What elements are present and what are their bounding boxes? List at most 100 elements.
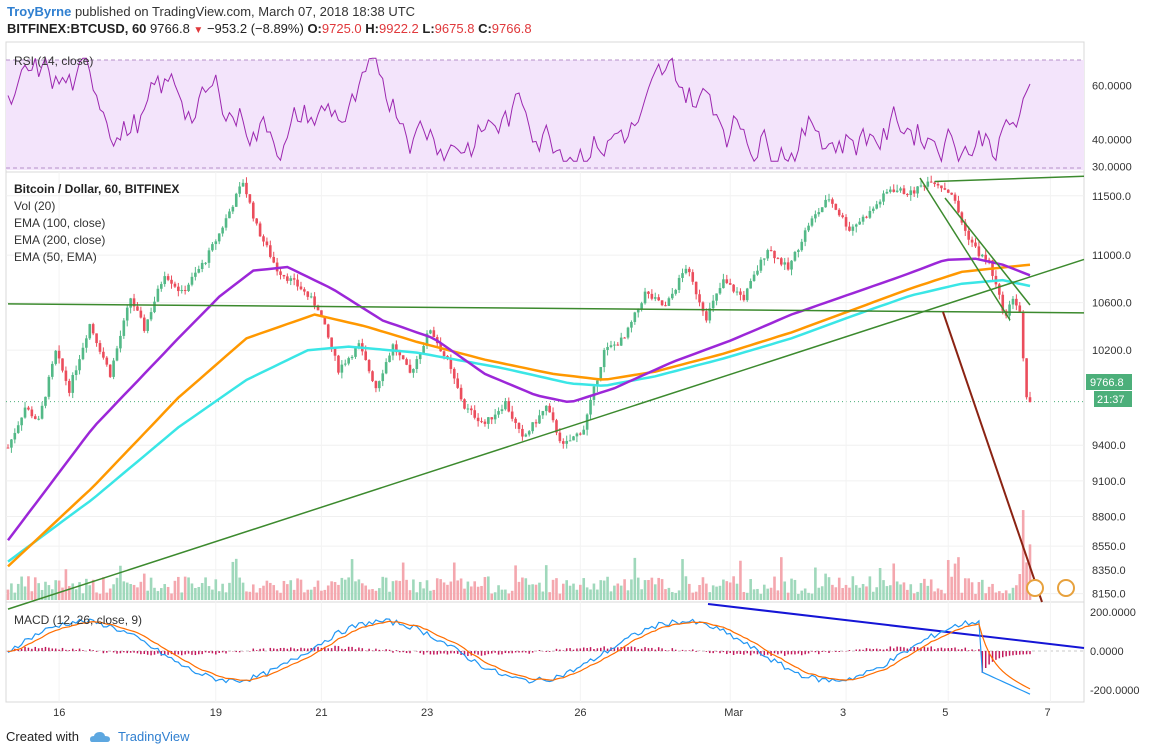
volume-bar [725,581,729,600]
volume-bar [449,581,453,600]
ema-line [7,263,1031,568]
candle-body [88,324,92,339]
volume-bar [306,589,310,600]
volume-bar [1028,544,1032,600]
price-tick-label: 9100.0 [1092,476,1126,488]
ema-line [7,257,1031,541]
time-tick-label: 19 [210,707,222,719]
volume-bar [487,576,490,600]
volume-bar [340,577,344,600]
volume-bar [429,590,432,600]
volume-bar [681,559,684,600]
candle-body [1025,358,1028,398]
candle-body [33,416,37,419]
volume-bar [558,593,562,600]
volume-bar [953,563,957,600]
ema-lines [7,257,1031,568]
candle-body [71,374,75,393]
volume-bar [85,578,88,600]
volume-bar [221,583,224,600]
candle-body [626,327,630,338]
candle-body [521,428,524,437]
trendline [934,175,1085,183]
candle-body [708,308,712,321]
tradingview-link[interactable]: TradingView [118,729,190,744]
candle-body [160,284,163,289]
candle-body [684,268,688,274]
candle-body [149,312,153,320]
trading-chart[interactable]: 8150.0 8350.0 8550.0 8800.0 9100.0 9400.0 1020… [0,0,1152,720]
candle-body [780,258,783,265]
candle-body [953,194,957,201]
candle-body [837,209,841,216]
volume-bar [756,588,759,600]
volume-bar [541,591,545,600]
volume-bar [919,583,923,600]
candle-body [681,273,684,278]
volume-bar [204,577,207,600]
author-link[interactable]: TroyByrne [7,4,72,19]
candle-body [112,360,115,377]
candle-body [957,200,960,213]
candle-body [851,226,855,231]
volume-bar [197,586,201,600]
volume-bar [245,591,248,600]
candle-body [854,224,858,227]
low-label: L: [422,21,435,36]
candle-body [776,258,780,260]
candle-body [981,254,984,257]
candle-body [551,412,555,421]
candle-body [142,317,146,331]
candle-body [640,303,643,309]
rsi-path [7,56,1031,164]
volume-bar [664,589,667,600]
volume-bar [810,593,814,600]
candle-body [272,256,276,263]
candle-body [728,283,732,285]
volume-bar [633,557,637,600]
volume-bar [688,583,691,600]
candle-body [234,193,238,207]
time-tick-label: 7 [1044,707,1050,719]
candle-body [354,347,357,357]
candle-body [933,182,936,185]
volume-bar [425,580,429,600]
candle-body [793,251,797,261]
candle-body [292,278,296,280]
event-flag-icon[interactable] [1057,579,1075,597]
volume-bar [851,576,855,600]
price-pane[interactable] [5,171,1085,603]
legend-vol: Vol (20) [14,199,55,213]
candle-body [265,241,269,246]
macd-tick-label: 0.0000 [1090,646,1124,658]
volume-bar [142,573,146,600]
volume-bar [943,593,947,600]
volume-bar [878,568,882,600]
candle-body [153,301,156,313]
candle-body [725,279,729,284]
volume-bar [326,585,330,600]
volume-bar [544,565,548,600]
candle-body [333,348,337,356]
volume-bar [405,579,408,600]
candle-body [309,296,313,298]
candle-body [16,425,20,433]
volume-bar [844,584,848,600]
event-flag-icon[interactable] [1026,579,1044,597]
candle-body [585,414,589,430]
candle-body [146,319,149,331]
candle-body [916,186,919,194]
candle-body [401,355,405,360]
volume-bar [705,583,708,600]
candle-body [514,418,517,423]
candle-body [102,351,105,358]
volume-bar [132,584,136,600]
candle-body [861,216,865,222]
candle-body [691,272,695,282]
volume-bar [613,585,616,600]
volume-bar [660,579,664,600]
candle-body [429,330,432,334]
candle-body [57,350,61,359]
channel-line [919,177,1011,321]
volume-bar [275,590,279,600]
